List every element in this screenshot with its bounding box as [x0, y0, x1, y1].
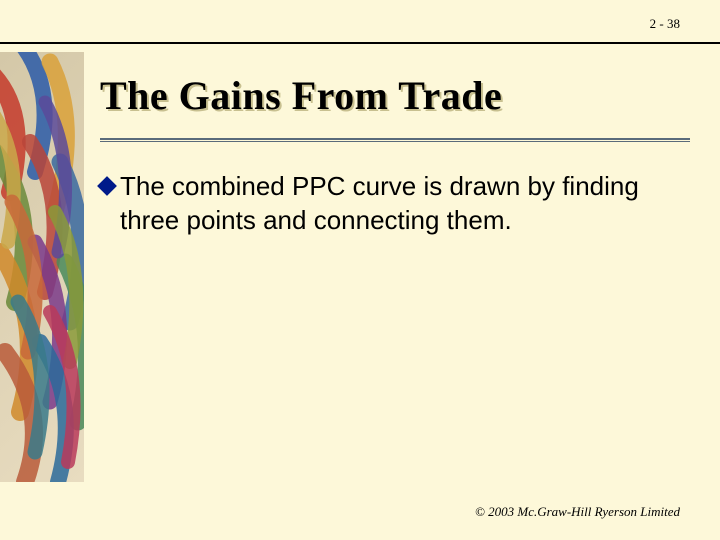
page-number: 2 - 38 — [650, 16, 680, 32]
top-rule — [0, 42, 720, 44]
copyright-footer: © 2003 Mc.Graw-Hill Ryerson Limited — [475, 504, 680, 520]
slide-title: The Gains From Trade — [100, 72, 690, 119]
bullet-text: The combined PPC curve is drawn by findi… — [120, 170, 680, 238]
title-area: The Gains From Trade — [100, 72, 690, 119]
body-area: The combined PPC curve is drawn by findi… — [100, 170, 680, 238]
bullet-item: The combined PPC curve is drawn by findi… — [100, 170, 680, 238]
title-underline — [100, 138, 690, 142]
sidebar-decorative-image — [0, 52, 84, 482]
diamond-bullet-icon — [97, 176, 117, 196]
